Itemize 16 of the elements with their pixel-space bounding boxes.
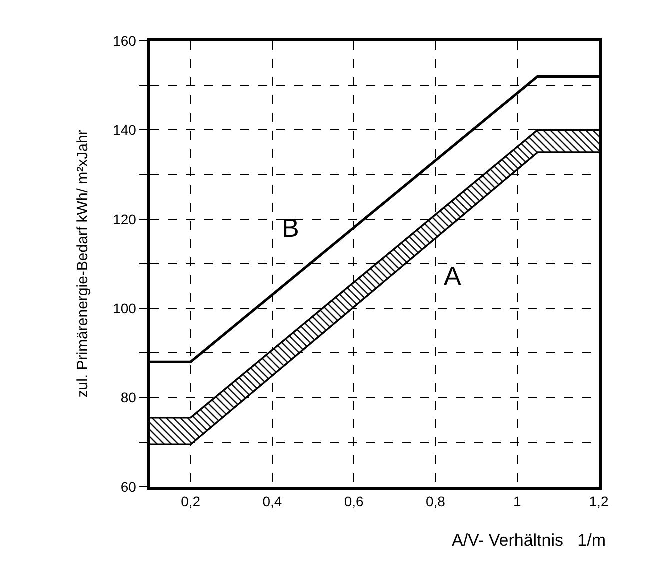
x-axis-title: A/V- Verhältnis 1/m [452, 531, 606, 550]
y-tick-label: 60 [120, 478, 137, 495]
x-tick-label: 0,8 [426, 494, 446, 510]
y-tick-label: 140 [113, 122, 137, 138]
x-tick-label: 0,6 [344, 494, 364, 510]
series-label: A [444, 261, 462, 291]
series-label: B [282, 213, 300, 243]
x-tick-label: 0,4 [262, 494, 282, 510]
x-tick-label: 1 [513, 494, 522, 510]
x-tick-label: 0,2 [181, 494, 201, 510]
y-tick-label: 120 [113, 211, 137, 228]
y-tick-label: 80 [120, 390, 137, 406]
x-tick-label: 1,2 [589, 494, 609, 510]
y-tick-label: 100 [113, 300, 137, 316]
y-tick-label: 160 [113, 32, 137, 49]
y-axis-title: zul. Primärenergie-Bedarf kWh/ m²xJahr [74, 130, 92, 398]
